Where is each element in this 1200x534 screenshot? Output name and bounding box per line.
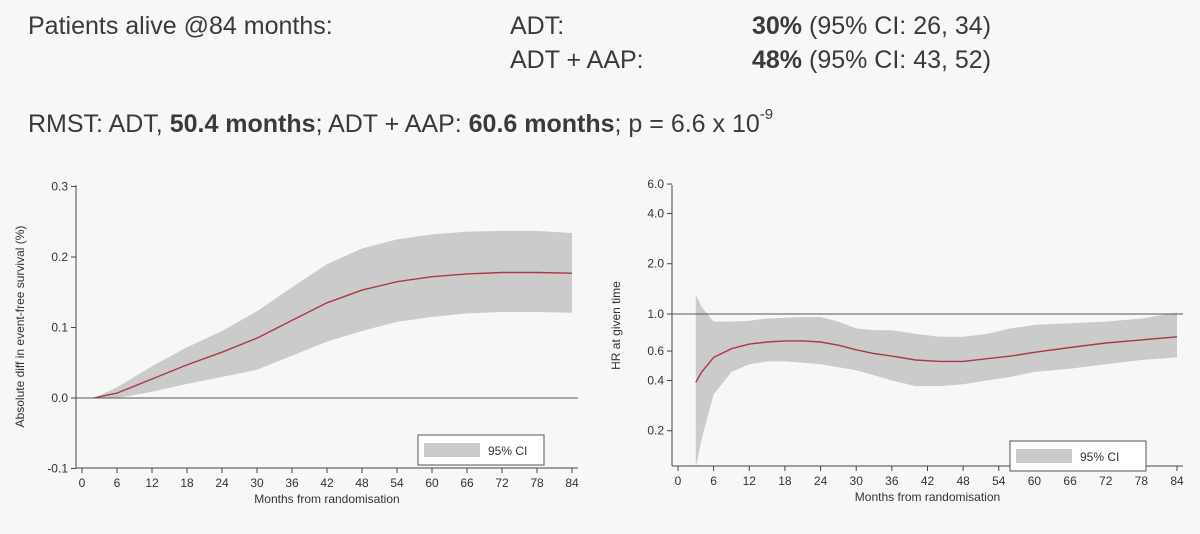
x-tick-label: 18 (778, 474, 792, 488)
y-tick-label: 0.2 (647, 424, 664, 438)
rmst-adt-value: 50.4 months (169, 110, 316, 138)
y-tick-label: -0.1 (47, 462, 68, 476)
x-tick-label: 30 (850, 474, 864, 488)
legend-label: 95% CI (1080, 450, 1119, 464)
y-tick-label: 2.0 (647, 257, 664, 271)
y-tick-label: 0.2 (51, 250, 68, 264)
x-tick-label: 30 (250, 476, 264, 490)
rmst-p-exponent: -9 (759, 106, 774, 123)
rmst-summary: RMST: ADT, 50.4 months; ADT + AAP: 60.6 … (28, 106, 773, 139)
x-tick-label: 18 (180, 476, 194, 490)
y-tick-label: 0.4 (647, 373, 664, 387)
x-tick-label: 24 (215, 476, 229, 490)
x-tick-label: 78 (530, 476, 544, 490)
x-axis-title: Months from randomisation (855, 490, 1000, 504)
y-tick-label: 4.0 (647, 206, 664, 220)
x-tick-label: 60 (1028, 474, 1042, 488)
x-tick-label: 54 (390, 476, 404, 490)
x-tick-label: 54 (992, 474, 1006, 488)
x-tick-label: 12 (743, 474, 757, 488)
x-tick-label: 78 (1135, 474, 1149, 488)
x-tick-label: 84 (1170, 474, 1184, 488)
x-tick-label: 24 (814, 474, 828, 488)
x-tick-label: 36 (285, 476, 299, 490)
y-tick-label: 0.6 (647, 344, 664, 358)
ci-band (695, 295, 1177, 468)
y-tick-label: 0.0 (51, 391, 68, 405)
adt-survival-value: 30% (95% CI: 26, 34) (752, 12, 991, 41)
x-tick-label: 66 (1063, 474, 1077, 488)
x-tick-label: 0 (79, 476, 86, 490)
x-tick-label: 48 (956, 474, 970, 488)
y-axis-title: Absolute diff in event-free survival (%) (13, 226, 27, 428)
x-tick-label: 48 (355, 476, 369, 490)
adt-aap-survival-pct: 48% (752, 46, 803, 74)
x-tick-label: 0 (675, 474, 682, 488)
x-tick-label: 66 (460, 476, 474, 490)
adt-aap-arm-label: ADT + AAP: (510, 46, 644, 74)
y-tick-label: 0.1 (51, 321, 68, 335)
x-tick-label: 12 (145, 476, 159, 490)
x-tick-label: 6 (710, 474, 717, 488)
rmst-middle: ; ADT + AAP: (315, 110, 469, 138)
rmst-p-value: ; p = 6.6 x 10 (614, 110, 760, 138)
x-tick-label: 36 (885, 474, 899, 488)
adt-aap-survival-ci: (95% CI: 43, 52) (809, 46, 992, 74)
estimate-line (93, 271, 573, 399)
x-tick-label: 60 (425, 476, 439, 490)
legend-swatch (424, 443, 480, 457)
adt-arm-label: ADT: (510, 12, 565, 40)
legend-swatch (1016, 449, 1072, 463)
x-tick-label: 42 (921, 474, 935, 488)
adt-aap-survival-value: 48% (95% CI: 43, 52) (752, 46, 991, 75)
ci-band (93, 230, 572, 398)
chart-panel-1: 0 6 12 18 24 30 36 42 48 54 60 66 72 78 84 -0.1 0.0 0.1 0.… (13, 180, 579, 507)
chart-panel-2: 0 6 12 18 24 30 36 42 48 54 60 66 72 78 84 0.2 0.4 0.6 1.0… (609, 177, 1184, 504)
adt-survival-ci: (95% CI: 26, 34) (809, 12, 992, 40)
y-tick-label: 1.0 (647, 307, 664, 321)
x-tick-label: 72 (1099, 474, 1113, 488)
rmst-aap-value: 60.6 months (468, 110, 615, 138)
x-tick-label: 84 (565, 476, 579, 490)
y-axis-title: HR at given time (609, 281, 623, 370)
x-axis-title: Months from randomisation (254, 492, 399, 506)
y-tick-label: 0.3 (51, 180, 68, 194)
survival-header-label: Patients alive @84 months: (28, 12, 333, 40)
estimate-line (695, 336, 1178, 383)
y-tick-label: 6.0 (647, 177, 664, 191)
x-tick-label: 6 (114, 476, 121, 490)
rmst-prefix: RMST: ADT, (28, 110, 170, 138)
x-tick-label: 72 (495, 476, 509, 490)
legend-label: 95% CI (488, 444, 527, 458)
adt-survival-pct: 30% (752, 12, 803, 40)
x-tick-label: 42 (320, 476, 334, 490)
